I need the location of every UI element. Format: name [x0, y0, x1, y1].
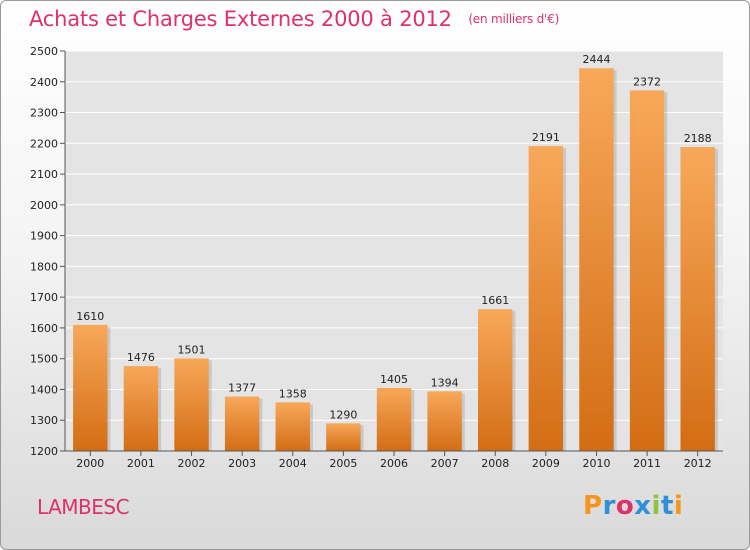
place-name: LAMBESC [37, 495, 130, 519]
bar [528, 146, 564, 452]
data-label: 2372 [633, 75, 661, 88]
y-tick-label: 2200 [30, 137, 58, 150]
bar [680, 147, 715, 451]
x-tick-label: 2009 [532, 457, 560, 470]
y-tick-label: 1500 [30, 353, 58, 366]
data-label: 2191 [532, 131, 560, 144]
data-label: 2188 [684, 132, 712, 145]
data-label: 1501 [178, 343, 206, 356]
bar [376, 387, 412, 451]
y-tick-label: 1400 [30, 383, 58, 396]
chart-title-text: Achats et Charges Externes 2000 à 2012 [29, 7, 452, 31]
y-tick-label: 1200 [30, 445, 58, 458]
chart-title: Achats et Charges Externes 2000 à 2012 (… [29, 7, 559, 31]
x-tick-label: 2006 [380, 457, 408, 470]
x-tick-label: 2008 [481, 457, 509, 470]
bar [275, 402, 310, 451]
data-label: 1661 [481, 294, 509, 307]
bar [123, 366, 159, 451]
data-label: 1610 [76, 310, 104, 323]
y-tick-label: 2500 [30, 45, 58, 58]
data-label: 1290 [329, 408, 357, 421]
x-tick-label: 2000 [76, 457, 104, 470]
x-tick-label: 2011 [633, 457, 661, 470]
y-tick-label: 1900 [30, 230, 58, 243]
logo-letter: t [660, 491, 674, 521]
data-label: 1358 [279, 387, 307, 400]
bar [326, 423, 361, 451]
bar [629, 90, 665, 451]
proxiti-logo: Proxiti [583, 491, 683, 521]
bar [579, 68, 614, 451]
bar [427, 391, 462, 451]
x-tick-label: 2007 [431, 457, 459, 470]
y-tick-label: 2000 [30, 199, 58, 212]
logo-letter: x [634, 491, 652, 521]
logo-letter: o [615, 491, 635, 521]
bar [174, 358, 209, 451]
y-tick-label: 1600 [30, 322, 58, 335]
data-label: 1476 [127, 351, 155, 364]
logo-letter: r [602, 491, 616, 521]
data-label: 1377 [228, 382, 256, 395]
logo-letter: i [651, 491, 661, 521]
x-tick-label: 2012 [684, 457, 712, 470]
y-tick-label: 2400 [30, 76, 58, 89]
y-tick-label: 1800 [30, 260, 58, 273]
data-label: 2444 [582, 53, 610, 66]
bar [224, 396, 260, 451]
x-tick-label: 2002 [178, 457, 206, 470]
bar [73, 324, 108, 451]
bar [478, 309, 513, 451]
y-tick-label: 2300 [30, 107, 58, 120]
x-tick-label: 2010 [582, 457, 610, 470]
data-label: 1405 [380, 373, 408, 386]
x-tick-label: 2001 [127, 457, 155, 470]
x-tick-label: 2004 [279, 457, 307, 470]
y-tick-label: 1300 [30, 414, 58, 427]
chart-unit: (en milliers d'€) [468, 12, 560, 26]
y-tick-label: 1700 [30, 291, 58, 304]
logo-letter: i [673, 491, 684, 521]
x-tick-label: 2005 [329, 457, 357, 470]
logo-letter: P [583, 491, 603, 521]
x-tick-label: 2003 [228, 457, 256, 470]
data-label: 1394 [431, 376, 459, 389]
y-tick-label: 2100 [30, 168, 58, 181]
